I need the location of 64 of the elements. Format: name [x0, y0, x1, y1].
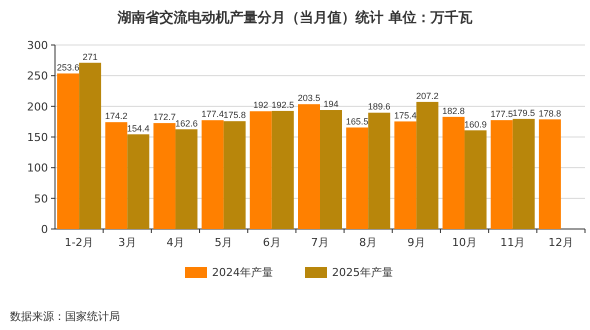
x-tick-label: 11月 [500, 236, 526, 249]
y-tick-label: 150 [27, 131, 48, 144]
data-label: 175.4 [394, 110, 417, 120]
data-label: 178.8 [538, 108, 562, 118]
data-label: 177.5 [490, 109, 513, 120]
x-tick-label: 5月 [214, 236, 233, 249]
bar [464, 130, 487, 229]
data-label: 162.6 [175, 118, 198, 128]
y-tick-label: 50 [34, 192, 48, 206]
data-label: 175.8 [223, 110, 246, 120]
bar [224, 121, 246, 229]
x-tick-label: 6月 [262, 236, 281, 249]
bar [105, 122, 128, 229]
bar [416, 102, 438, 229]
bar [538, 119, 561, 229]
data-label: 179.5 [512, 108, 535, 118]
data-label: 271 [82, 52, 98, 62]
y-tick-label: 100 [27, 162, 48, 175]
bar [298, 104, 320, 229]
data-label: 192.5 [272, 100, 294, 110]
data-label: 174.2 [105, 111, 128, 122]
data-label: 182.8 [442, 106, 465, 116]
data-label: 165.5 [346, 116, 368, 126]
x-tick-label: 7月 [311, 236, 329, 249]
x-tick-label: 3月 [118, 236, 136, 249]
data-label: 207.2 [416, 90, 439, 101]
data-label: 194 [323, 99, 339, 110]
bar [490, 120, 513, 229]
data-label: 192 [253, 100, 268, 110]
y-tick-label: 300 [27, 39, 48, 52]
x-tick-label: 1-2月 [64, 236, 94, 249]
chart-title: 湖南省交流电动机产量分月（当月值）统计 单位：万千瓦 [116, 9, 472, 26]
bar [442, 116, 465, 229]
x-tick-label: 12月 [548, 236, 574, 249]
bar [394, 121, 416, 229]
bar [79, 62, 102, 229]
bar [153, 123, 176, 229]
y-tick-label: 0 [41, 223, 48, 236]
y-tick-label: 250 [27, 70, 48, 83]
bar [368, 112, 390, 229]
data-label: 154.4 [127, 123, 150, 134]
source-note: 数据来源：国家统计局 [10, 310, 120, 323]
legend-label: 2024年产量 [212, 266, 273, 279]
legend-label: 2025年产量 [332, 266, 393, 279]
data-label: 189.6 [368, 102, 390, 112]
bar [320, 110, 342, 229]
data-label: 172.7 [153, 112, 176, 122]
x-tick-label: 4月 [166, 236, 184, 249]
bar [175, 129, 198, 229]
data-label: 160.9 [464, 119, 487, 130]
bar [127, 134, 150, 229]
y-tick-label: 200 [27, 100, 48, 114]
data-label: 177.4 [201, 109, 224, 120]
data-label: 253.6 [56, 62, 80, 72]
bar [512, 118, 535, 229]
bar [346, 127, 368, 229]
data-label: 203.5 [298, 93, 320, 104]
x-tick-label: 9月 [407, 236, 426, 249]
bar [272, 110, 294, 229]
x-tick-label: 8月 [359, 236, 378, 249]
bar [57, 73, 80, 229]
x-tick-label: 10月 [452, 236, 478, 249]
bar [250, 111, 272, 229]
bar [202, 120, 224, 229]
